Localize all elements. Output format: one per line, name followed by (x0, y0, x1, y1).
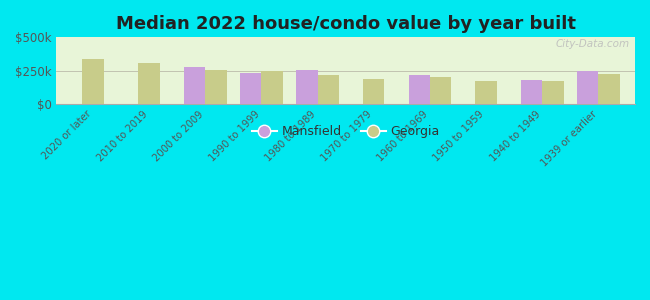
Bar (138, 63, 160, 104)
Bar (363, 79, 385, 104)
Bar (184, 68, 205, 104)
Bar (318, 75, 339, 104)
Bar (83, 59, 103, 104)
Bar (240, 74, 261, 104)
Bar (430, 77, 451, 104)
Bar (476, 81, 497, 104)
Bar (296, 70, 318, 104)
Bar (521, 80, 542, 104)
Legend: Mansfield, Georgia: Mansfield, Georgia (247, 120, 445, 143)
Text: City-Data.com: City-Data.com (555, 39, 629, 49)
Bar (542, 81, 564, 104)
Bar (599, 74, 620, 104)
Bar (409, 75, 430, 104)
Title: Median 2022 house/condo value by year built: Median 2022 house/condo value by year bu… (116, 15, 576, 33)
Bar (205, 70, 227, 104)
Bar (577, 71, 599, 104)
Bar (261, 71, 283, 104)
